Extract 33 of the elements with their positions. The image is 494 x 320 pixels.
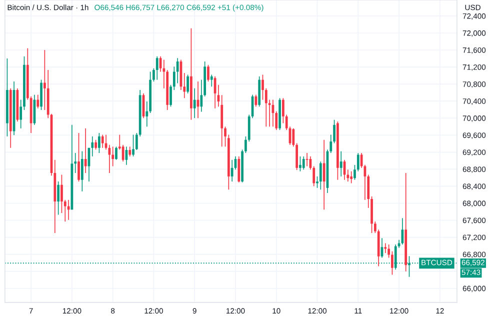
candlestick (101, 134, 104, 148)
candlestick (210, 74, 213, 88)
candlestick (306, 152, 308, 167)
candlestick (401, 218, 404, 245)
candlestick (40, 79, 42, 110)
candlestick (156, 56, 158, 80)
candlestick (299, 156, 302, 172)
candlestick (238, 156, 240, 183)
candlestick (391, 250, 394, 276)
candlestick (176, 58, 179, 84)
candlestick (80, 150, 84, 192)
candlestick (115, 146, 118, 160)
candlestick (91, 136, 94, 157)
candlestick (302, 156, 305, 170)
candlestick (94, 139, 97, 150)
candlestick (207, 64, 210, 82)
candlestick (84, 128, 87, 174)
candlestick (57, 181, 60, 216)
candlestick (322, 139, 326, 210)
candlestick (388, 244, 390, 258)
candlestick (193, 88, 196, 119)
candlestick (319, 161, 322, 190)
candlestick (132, 134, 134, 157)
candlestick (78, 132, 80, 182)
candlestick (384, 242, 387, 254)
candlestick (128, 146, 132, 157)
candlestick (36, 94, 40, 109)
candlestick (186, 74, 189, 94)
candlestick (230, 159, 234, 182)
candlestick (98, 132, 100, 154)
candlestick (254, 94, 258, 108)
candlestick (340, 150, 342, 177)
candlestick (350, 170, 353, 184)
